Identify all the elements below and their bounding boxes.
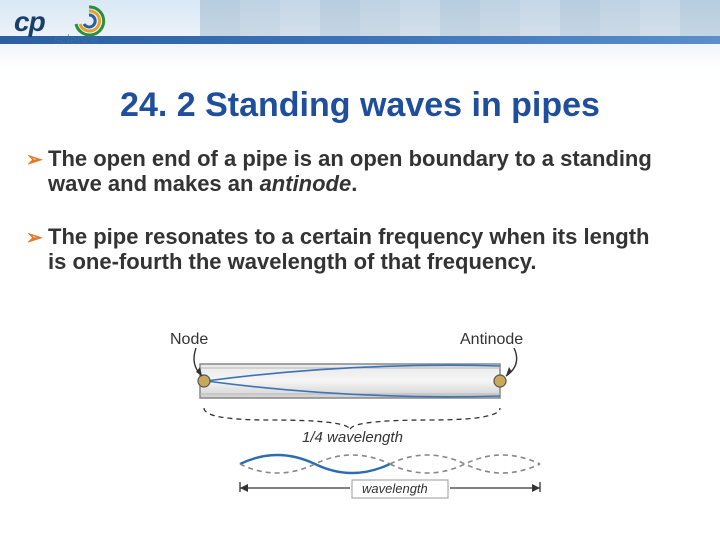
solid-half-wave: [240, 455, 390, 473]
quarter-label: 1/4 wavelength: [302, 429, 403, 446]
wavelength-label: wavelength: [362, 481, 428, 496]
logo-text-science: science: [54, 32, 98, 47]
dashed-mirror-2: [390, 455, 540, 473]
pipe-body: [200, 364, 500, 398]
antinode-label: Antinode: [460, 331, 523, 348]
antinode-endpoint: [494, 375, 506, 387]
bullet-arrow-icon: ➢: [26, 149, 43, 172]
node-endpoint: [198, 375, 210, 387]
pipe-diagram: Node Antinode 1/4 wavelength wavelength: [130, 330, 590, 520]
dashed-half-wave: [390, 455, 540, 473]
slide-title: 24. 2 Standing waves in pipes: [0, 86, 720, 125]
logo: cp science: [14, 6, 154, 56]
bullet-1-part-1: antinode: [260, 171, 352, 196]
bullet-2: ➢ The pipe resonates to a certain freque…: [48, 224, 672, 275]
bullet-arrow-icon: ➢: [26, 227, 43, 250]
bullet-1: ➢ The open end of a pipe is an open boun…: [48, 146, 672, 197]
bullet-1-part-2: .: [351, 171, 357, 196]
logo-text-cp: cp: [14, 6, 45, 37]
quarter-brace: [204, 408, 500, 430]
bullet-2-part-0: The pipe resonates to a certain frequenc…: [48, 224, 649, 274]
node-label: Node: [170, 331, 208, 348]
